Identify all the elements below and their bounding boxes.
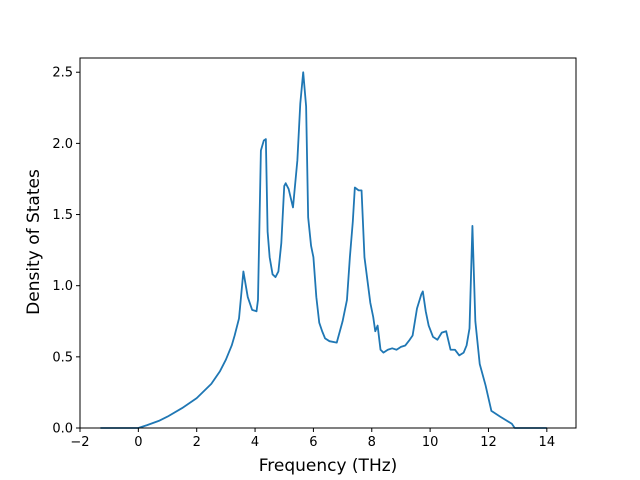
dos-series-line-0 <box>100 71 547 429</box>
x-tick-label: −2 <box>70 435 89 450</box>
y-tick-label: 2.0 <box>52 137 73 152</box>
x-tick-label: 6 <box>309 435 317 450</box>
x-tick-label: 4 <box>251 435 259 450</box>
y-tick-label: 1.5 <box>52 208 73 223</box>
y-tick-label: 2.5 <box>52 66 73 81</box>
x-tick-label: 12 <box>480 435 497 450</box>
x-tick-label: 2 <box>193 435 201 450</box>
plot-frame <box>79 57 577 429</box>
y-tick-label: 1.0 <box>52 279 73 294</box>
x-tick-label: 14 <box>539 435 556 450</box>
y-tick-label: 0.5 <box>52 350 73 365</box>
x-axis-label: Frequency (THz) <box>259 456 398 476</box>
y-axis-label: Density of States <box>24 169 44 315</box>
x-tick-label: 10 <box>422 435 439 450</box>
y-tick-label: 0.0 <box>52 422 73 437</box>
x-tick-label: 0 <box>134 435 142 450</box>
x-tick-label: 8 <box>368 435 376 450</box>
